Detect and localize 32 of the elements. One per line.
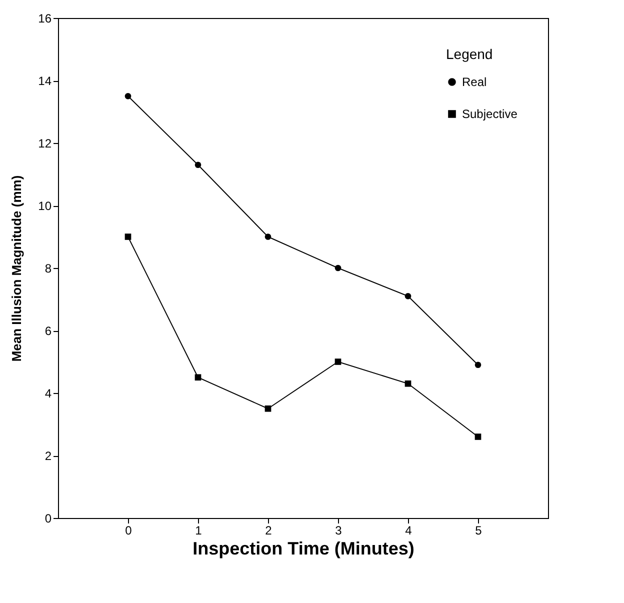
y-tick-label: 14 (38, 74, 52, 88)
point (404, 380, 412, 387)
y-tick-label: 2 (44, 449, 52, 463)
point (264, 234, 272, 240)
y-tick-label: 10 (38, 199, 52, 213)
y-tick-label: 6 (44, 324, 52, 338)
legend-label: Subjective (462, 107, 518, 121)
x-tick-label: 4 (405, 524, 412, 538)
point (124, 92, 132, 100)
point (474, 434, 482, 440)
y-axis-title: Mean Illusion Magnitude (mm) (9, 175, 24, 362)
point (194, 374, 202, 381)
x-tick-label: 2 (265, 524, 272, 538)
x-axis-title: Inspection Time (Minutes) (192, 538, 414, 558)
point (334, 358, 342, 365)
y-tick-label: 16 (38, 12, 52, 26)
point (334, 264, 342, 272)
legend-label: Real (462, 75, 487, 89)
point (264, 405, 272, 412)
y-tick-label: 8 (44, 262, 52, 276)
point (474, 362, 482, 368)
point (124, 234, 132, 240)
legend-title: Legend (446, 46, 493, 62)
x-tick-label: 1 (195, 524, 202, 538)
x-tick-label: 0 (125, 524, 132, 538)
y-tick-label: 4 (44, 386, 52, 400)
point (194, 162, 202, 168)
y-tick-label: 12 (38, 136, 52, 150)
x-tick-label: 3 (335, 524, 342, 538)
x-tick-label: 5 (475, 524, 482, 538)
y-tick-label: 0 (44, 512, 52, 526)
point (404, 292, 412, 300)
